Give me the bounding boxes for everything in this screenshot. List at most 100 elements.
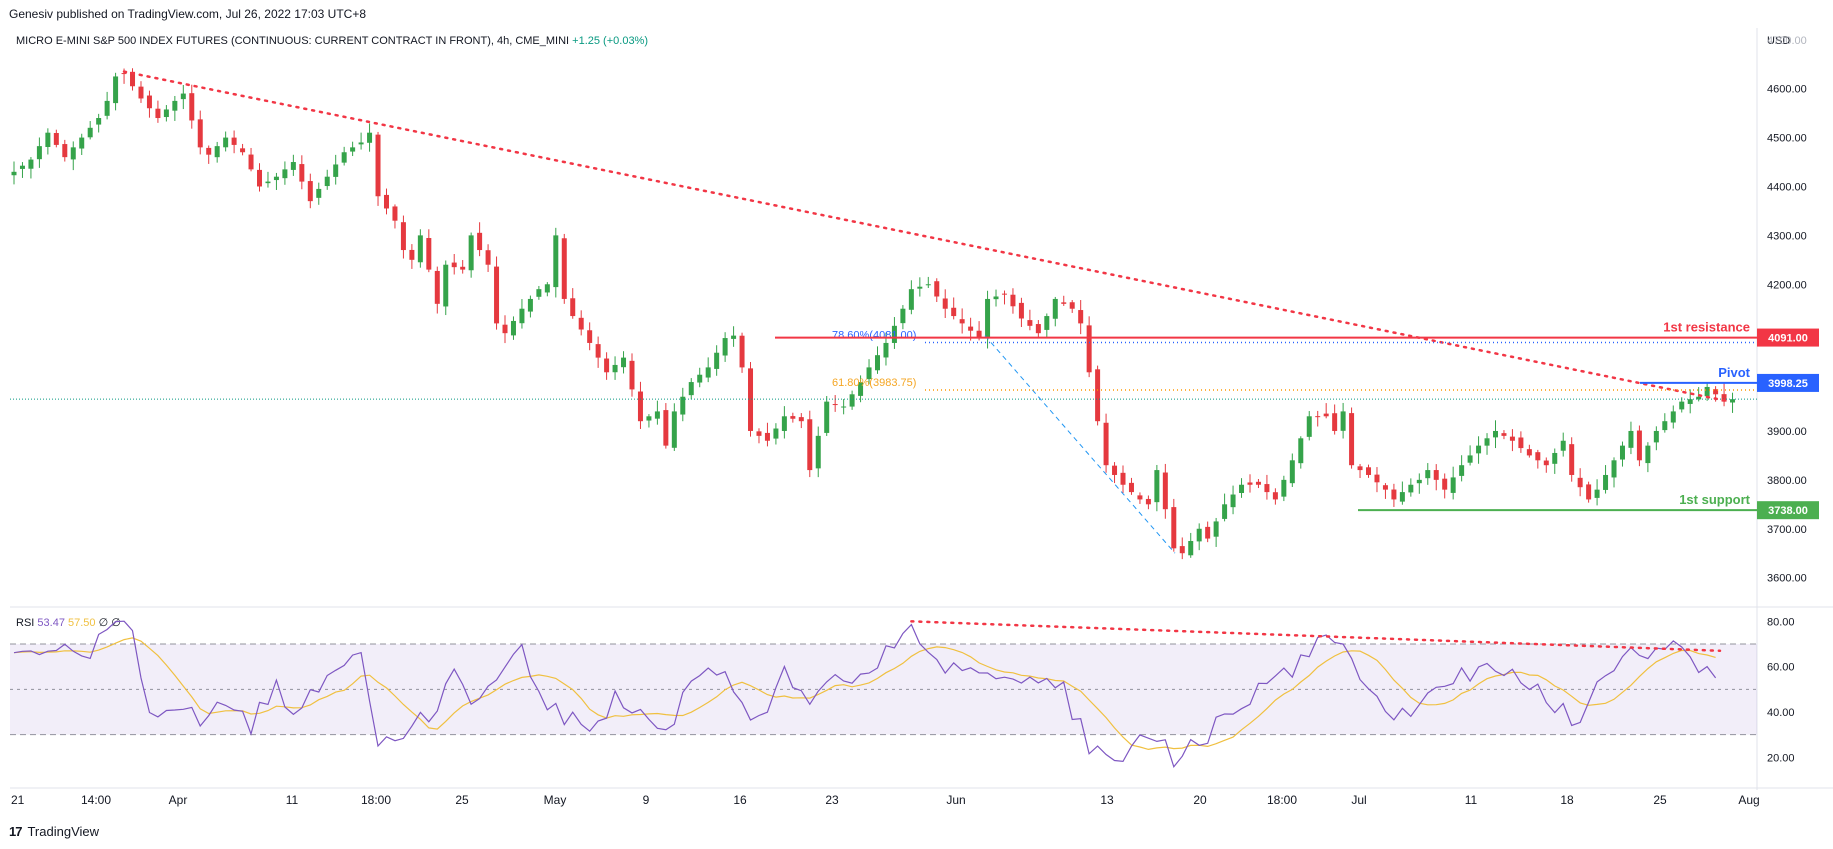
time-tick-label: 16 [733, 793, 747, 807]
candle-body [62, 144, 68, 158]
tradingview-logo-icon: 17 [9, 824, 23, 839]
candle-body [248, 154, 254, 170]
candle-body [477, 232, 483, 251]
time-tick-label: 18:00 [361, 793, 391, 807]
candle-body [1416, 479, 1422, 484]
candle-body [53, 133, 59, 145]
candle-body [1027, 320, 1033, 326]
candle-body [96, 118, 102, 125]
candle-body [1391, 489, 1397, 500]
candle-body [671, 411, 677, 448]
level-support-tag [1757, 501, 1819, 520]
level-resistance-price: 4091.00 [1768, 333, 1808, 345]
candle-body [1035, 324, 1041, 334]
candle-body [121, 73, 127, 75]
candle-body [1518, 437, 1524, 449]
candles-group [11, 68, 1736, 560]
candle-body [1349, 413, 1355, 466]
candle-body [925, 284, 931, 286]
candle-body [748, 368, 754, 431]
candle-body [1188, 540, 1194, 556]
candle-body [544, 284, 550, 293]
candle-body [858, 382, 864, 396]
candle-body [908, 289, 914, 310]
candle-body [587, 330, 593, 343]
candle-body [358, 142, 364, 145]
candle-body [722, 338, 728, 356]
candle-body [1264, 484, 1270, 493]
time-tick-label: 20 [1193, 793, 1207, 807]
candle-body [1645, 445, 1651, 464]
candle-body [392, 206, 398, 221]
candle-body [849, 394, 855, 407]
candle-body [1670, 411, 1676, 423]
candle-body [688, 382, 694, 396]
candle-body [790, 416, 796, 419]
candle-body [1543, 460, 1549, 466]
candle-body [1619, 445, 1625, 460]
candle-body [570, 298, 576, 317]
candle-body [104, 100, 110, 116]
candle-body [1239, 484, 1245, 494]
candle-body [214, 146, 220, 158]
candle-body [180, 93, 186, 100]
candle-body [900, 308, 906, 324]
rsi-tick-label: 20.00 [1767, 752, 1795, 764]
publish-info: Genesiv published on TradingView.com, Ju… [9, 7, 366, 21]
candle-body [1128, 482, 1134, 493]
candle-body [841, 406, 847, 408]
level-pivot-tag [1757, 373, 1819, 392]
candle-body [1179, 546, 1185, 554]
candle-body [824, 401, 830, 433]
candle-body [1196, 528, 1202, 542]
candle-body [223, 137, 229, 148]
candle-body [1162, 472, 1168, 510]
candle-body [1704, 386, 1710, 397]
candle-body [231, 137, 237, 145]
price-tick-label: 3700.00 [1767, 524, 1807, 536]
candle-body [714, 352, 720, 369]
candle-body [883, 342, 889, 358]
candle-body [1205, 526, 1211, 539]
candle-body [1408, 484, 1414, 493]
candle-body [502, 324, 508, 334]
candle-body [197, 119, 203, 148]
candle-body [19, 165, 25, 169]
candle-body [1509, 436, 1515, 441]
candle-body [1577, 477, 1583, 488]
candle-body [1484, 438, 1490, 446]
candle-body [1433, 470, 1439, 480]
candle-body [942, 298, 948, 309]
time-tick-label: 13 [1100, 793, 1114, 807]
candle-body [146, 95, 152, 109]
candle-body [1272, 492, 1278, 500]
price-tick-label: 4300.00 [1767, 230, 1807, 242]
candle-body [1357, 466, 1363, 471]
level-pivot-name: Pivot [1718, 365, 1750, 380]
candle-body [172, 100, 178, 111]
candle-body [697, 374, 703, 383]
candle-body [1467, 455, 1473, 463]
candle-body [1120, 472, 1126, 485]
time-tick-label: 21 [11, 793, 25, 807]
price-tick-label: 4500.00 [1767, 133, 1807, 145]
candle-body [527, 298, 533, 312]
candle-body [1145, 498, 1151, 505]
time-tick-label: Apr [169, 793, 188, 807]
candle-body [976, 330, 982, 339]
candle-body [163, 109, 169, 118]
candle-body [494, 266, 500, 324]
candle-body [417, 235, 423, 263]
price-tick-label: 4400.00 [1767, 181, 1807, 193]
time-tick-label: 25 [455, 793, 469, 807]
candle-body [87, 127, 93, 138]
rsi-line [13, 620, 1717, 769]
level-support-price: 3738.00 [1768, 505, 1808, 517]
candle-body [875, 355, 880, 371]
time-tick-label: 9 [643, 793, 650, 807]
rsi-ma-line [13, 637, 1716, 751]
candle-body [1476, 445, 1482, 454]
candle-body [1306, 416, 1312, 437]
candle-body [1628, 430, 1634, 448]
